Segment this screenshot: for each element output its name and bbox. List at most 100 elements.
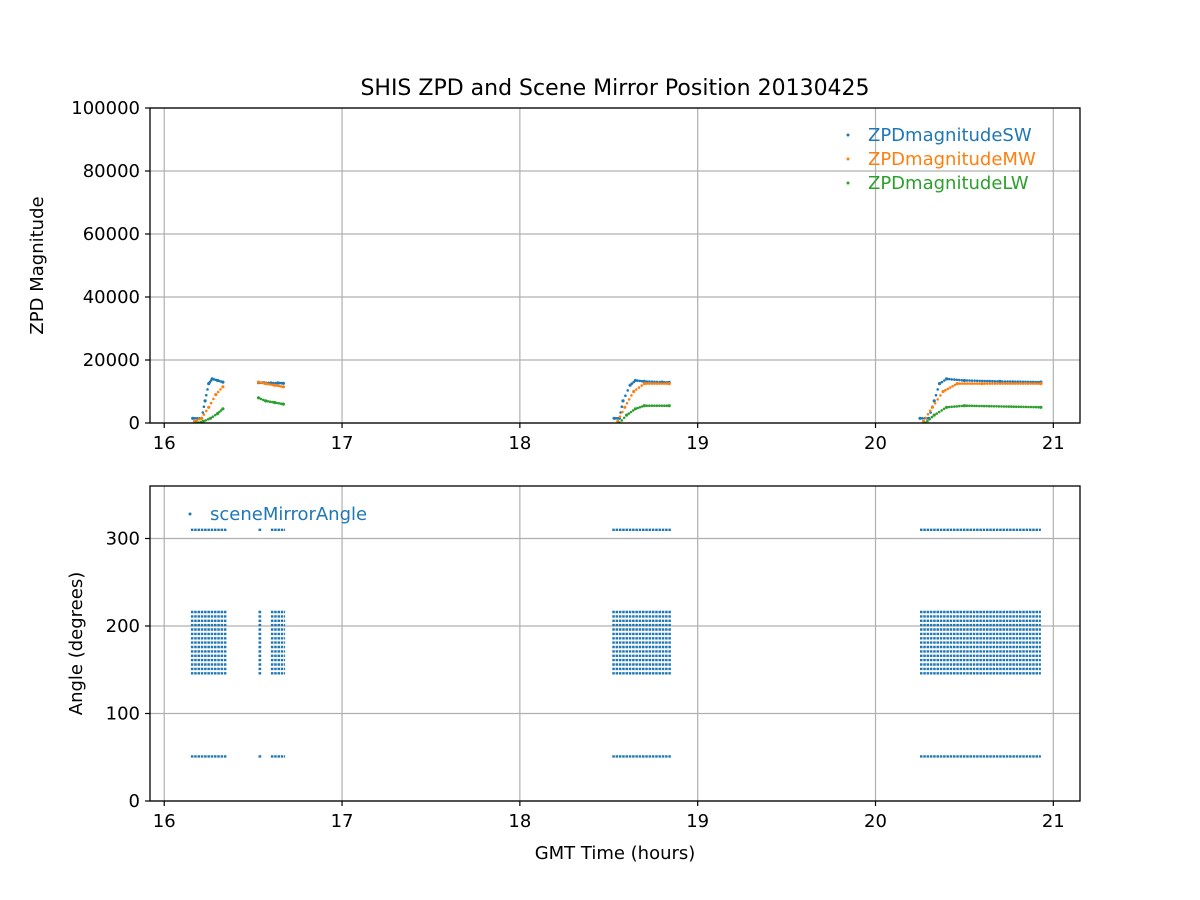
data-point <box>958 404 961 408</box>
data-point <box>985 404 988 408</box>
data-point <box>640 384 643 387</box>
data-point <box>264 399 268 403</box>
scene-mirror-angle-chart: 16 17 18 19 20 21 0 100 200 300 Angle (degrees) G… <box>66 485 1081 864</box>
data-point <box>221 385 225 389</box>
data-point <box>279 385 283 388</box>
top-ticks: 16 17 18 19 20 21 0 20000 40000 60000 80000 100000 <box>71 98 1064 454</box>
data-point <box>271 383 274 387</box>
bottom-legend: sceneMirrorAngle <box>188 504 367 525</box>
data-point <box>1021 382 1025 385</box>
data-point <box>266 382 270 386</box>
bottom-y-tick-label: 200 <box>106 616 140 637</box>
data-point <box>988 382 992 385</box>
data-point <box>633 407 638 411</box>
data-point <box>977 404 981 408</box>
data-point <box>277 384 281 388</box>
data-point <box>941 389 945 394</box>
data-point <box>658 382 661 385</box>
data-point <box>650 404 654 408</box>
data-point <box>665 382 668 385</box>
data-point <box>665 404 668 408</box>
bottom-axes-frame <box>149 485 1081 802</box>
data-point <box>272 383 277 387</box>
data-point <box>1001 380 1004 383</box>
data-point <box>937 382 942 386</box>
data-point <box>266 400 270 403</box>
data-point <box>940 409 943 412</box>
data-point <box>280 381 283 385</box>
data-point <box>947 377 951 381</box>
data-point <box>962 378 967 383</box>
data-point <box>191 416 195 420</box>
data-point <box>1024 382 1027 385</box>
data-point <box>945 405 949 409</box>
data-point <box>968 379 971 382</box>
data-point <box>219 380 223 383</box>
data-point <box>970 382 974 385</box>
legend-label: sceneMirrorAngle <box>210 504 367 525</box>
data-point <box>998 379 1002 383</box>
data-point <box>973 379 976 383</box>
data-point <box>272 400 277 405</box>
data-point <box>1019 382 1022 385</box>
data-point <box>200 416 204 420</box>
bottom-x-tick-label: 19 <box>686 811 709 832</box>
data-point <box>632 389 636 394</box>
data-point <box>638 406 642 409</box>
data-point <box>653 404 656 408</box>
top-y-tick-label: 80000 <box>83 161 140 182</box>
data-point <box>1000 405 1003 408</box>
data-point <box>205 409 208 413</box>
top-y-tick-label: 60000 <box>83 224 140 245</box>
data-point <box>648 382 651 385</box>
data-point <box>635 388 638 391</box>
data-point <box>623 405 627 409</box>
data-point <box>1039 382 1043 386</box>
data-point <box>622 416 626 420</box>
data-point <box>660 382 664 385</box>
data-point <box>920 417 924 420</box>
data-point <box>259 381 263 384</box>
data-point <box>660 404 664 408</box>
data-point <box>207 405 211 409</box>
data-point <box>975 379 979 383</box>
data-point <box>218 410 221 414</box>
data-point <box>936 398 939 401</box>
top-x-tick-label: 16 <box>153 433 176 454</box>
series-ZPDmagnitudeLW <box>194 396 1043 423</box>
data-point <box>214 378 218 382</box>
data-point <box>202 413 206 416</box>
data-point <box>209 379 213 382</box>
data-point <box>206 388 209 391</box>
data-point <box>988 379 992 383</box>
data-point <box>630 382 634 385</box>
bottom-y-axis-label: Angle (degrees) <box>66 572 87 715</box>
data-point <box>996 380 999 383</box>
data-point <box>1005 405 1008 408</box>
data-point <box>970 404 974 408</box>
data-point <box>1022 405 1025 409</box>
data-point <box>1002 405 1006 408</box>
data-point <box>939 394 942 397</box>
data-point <box>203 399 207 403</box>
top-y-tick-label: 20000 <box>83 350 140 371</box>
data-point <box>281 385 285 389</box>
data-point <box>1021 380 1025 384</box>
data-point <box>1039 405 1043 409</box>
data-point <box>256 380 261 384</box>
data-point <box>197 418 201 421</box>
data-point <box>630 394 633 397</box>
data-point <box>264 382 268 386</box>
data-point <box>1006 380 1009 383</box>
data-point <box>277 402 281 405</box>
data-point <box>1016 380 1020 384</box>
data-point <box>638 379 642 383</box>
data-point <box>204 419 207 422</box>
data-point <box>195 417 199 420</box>
data-point <box>201 411 205 414</box>
bottom-plot-area <box>190 528 1041 758</box>
data-point <box>626 389 629 392</box>
data-point <box>1019 405 1023 409</box>
data-point <box>279 402 283 406</box>
